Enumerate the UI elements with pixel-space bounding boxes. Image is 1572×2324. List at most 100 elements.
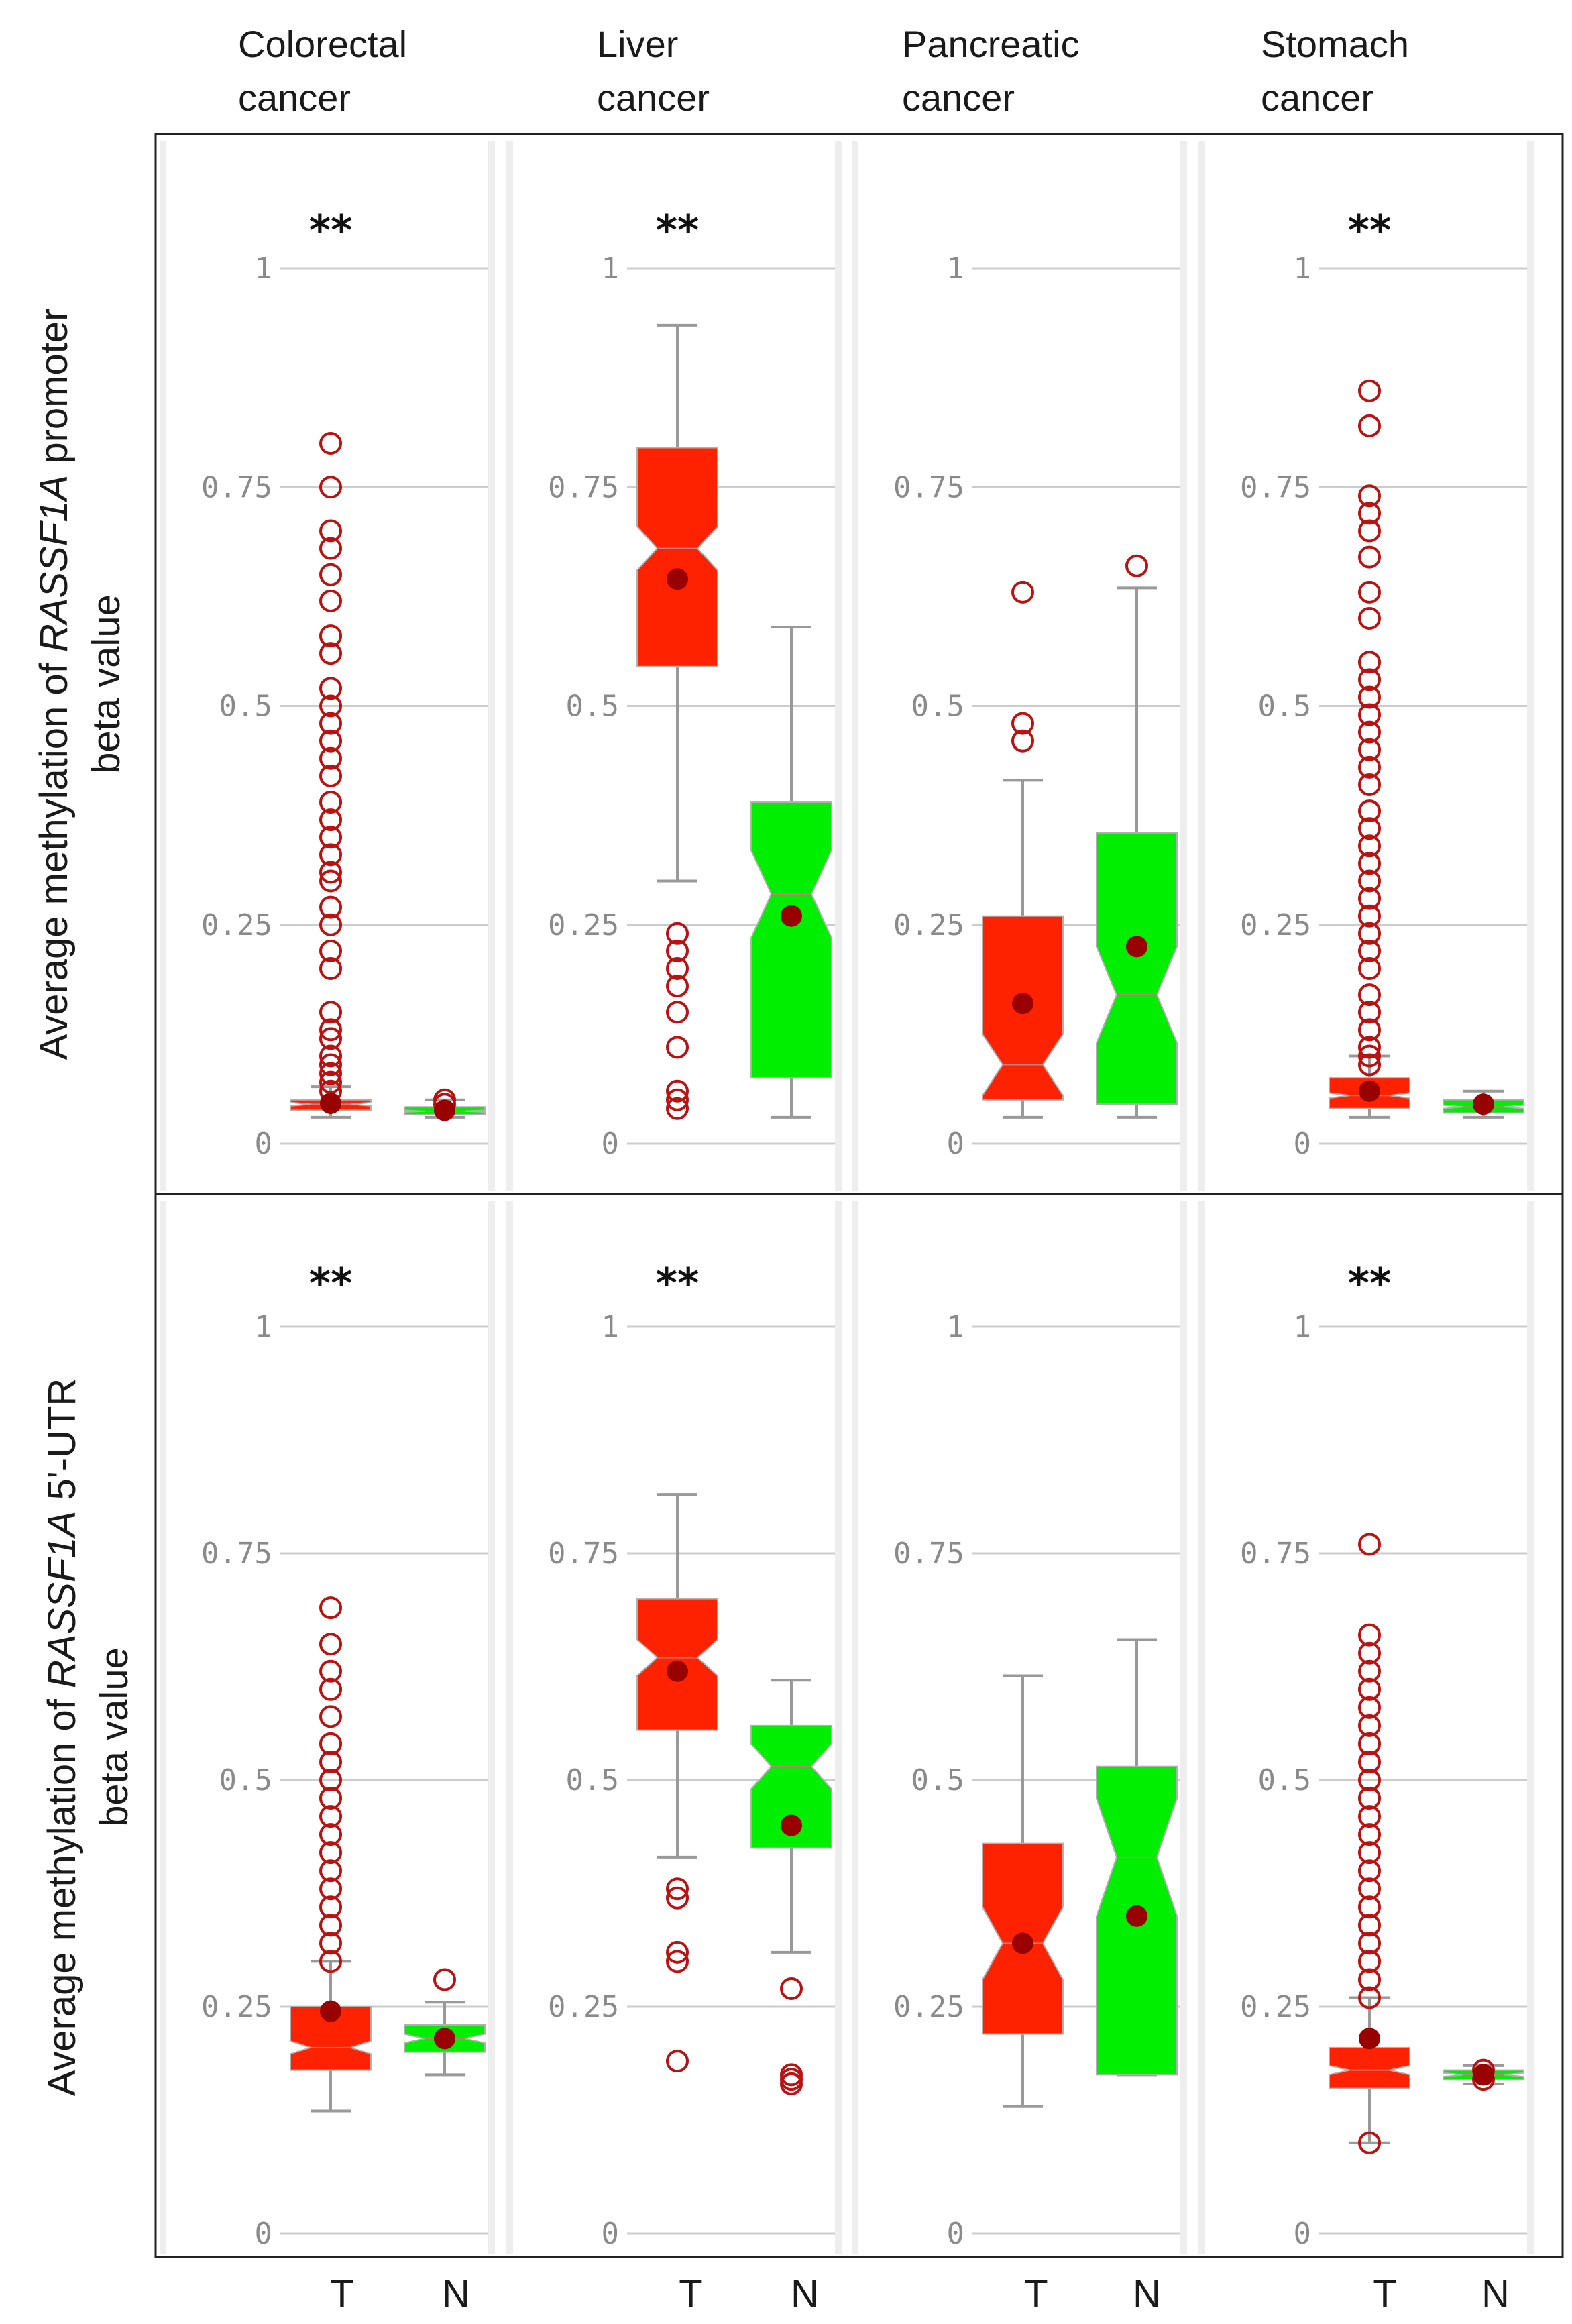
mean-point [1359, 1080, 1380, 1102]
panel-r1-c4: 0 0.25 0.5 0.75 1 ** [1198, 141, 1534, 1191]
outlier-point [1358, 720, 1381, 744]
y-tick-label: 0 [602, 1127, 620, 1161]
y-tick-label: 1 [947, 252, 965, 286]
mean-point [1359, 2028, 1380, 2050]
outlier-point [1358, 755, 1381, 779]
outlier-point [1358, 1623, 1381, 1647]
outlier-point [319, 869, 342, 893]
mean-point [1012, 1932, 1033, 1954]
outlier-point [1358, 1533, 1381, 1556]
y-tick-label: 0.75 [201, 470, 272, 504]
box-body [636, 447, 718, 667]
outlier-point [319, 642, 342, 665]
outlier-point [1358, 1036, 1381, 1059]
outlier-point [319, 1062, 342, 1085]
y-tick-label: 1 [1294, 252, 1312, 286]
y-tick-label: 0.75 [893, 1537, 964, 1571]
significance-marker: ** [309, 206, 353, 255]
box-n [404, 1968, 486, 2077]
panels: 0 0.25 0.5 0.75 1 ** 0 0.25 0.5 0.75 1 ** 0 0.25 0.5 0.… [160, 141, 1534, 2254]
y-tick-label: 0 [1294, 1127, 1312, 1161]
outlier-point [1358, 685, 1381, 709]
outlier-point [1358, 519, 1381, 543]
outlier-point [1358, 1823, 1381, 1846]
frame-row-2 [154, 1193, 1564, 2258]
outlier-point [319, 563, 342, 586]
outlier-point [1358, 1986, 1381, 2009]
outlier-point [1358, 1932, 1381, 1955]
outlier-point [1358, 799, 1381, 823]
y-tick-label: 1 [1294, 1310, 1312, 1344]
outlier-point [319, 694, 342, 718]
x-tick-t: T [1373, 2272, 1396, 2316]
y-label-gene: RASSF1A [40, 1511, 84, 1688]
outlier-point [319, 1914, 342, 1937]
outlier-point [319, 1053, 342, 1076]
mean-point [320, 1092, 341, 1114]
outlier-point [319, 764, 342, 787]
y-tick-label: 0 [947, 1127, 965, 1161]
y-tick-label: 0.5 [911, 689, 964, 724]
column-title-pancreatic-line2: cancer [902, 76, 1015, 119]
column-title-liver-line2: cancer [597, 76, 710, 119]
outlier-point [319, 913, 342, 936]
y-tick-label: 0.25 [1240, 908, 1311, 942]
panel-r2-c2: 0 0.25 0.5 0.75 1 ** [506, 1201, 842, 2254]
mean-point [781, 905, 802, 927]
outlier-point [1358, 484, 1381, 508]
outlier-point [1358, 502, 1381, 525]
box-t [290, 432, 372, 1119]
column-title-liver: Liver [597, 23, 678, 65]
outlier-point [666, 1877, 689, 1901]
x-tick-n: N [442, 2272, 470, 2316]
outlier-point [1358, 834, 1381, 858]
mean-point [434, 1099, 455, 1121]
y-tick-label: 0.25 [548, 908, 619, 942]
outlier-point [1011, 580, 1034, 604]
box-t [636, 1493, 718, 2073]
outlier-point [1358, 904, 1381, 928]
outlier-point [319, 1787, 342, 1810]
panel-r1-c2: 0 0.25 0.5 0.75 1 ** [506, 141, 842, 1191]
outlier-point [1358, 2131, 1381, 2154]
y-tick-label: 0.75 [1240, 1537, 1311, 1571]
outlier-point [319, 1633, 342, 1656]
outlier-point [319, 729, 342, 753]
panel-r2-c4: 0 0.25 0.5 0.75 1 ** [1198, 1201, 1534, 2254]
y-tick-label: 0.25 [201, 908, 272, 942]
outlier-point [319, 1932, 342, 1955]
outlier-point [319, 895, 342, 919]
y-tick-label: 1 [602, 1310, 620, 1344]
outlier-point [319, 624, 342, 648]
outlier-point [1358, 852, 1381, 875]
outlier-point [1358, 1805, 1381, 1828]
y-tick-label: 1 [947, 1310, 965, 1344]
mean-point [667, 568, 688, 590]
outlier-point [1358, 1877, 1381, 1901]
outlier-point [666, 1886, 689, 1910]
outlier-point [319, 1769, 342, 1791]
outlier-point [666, 922, 689, 945]
outlier-point [319, 1018, 342, 1042]
outlier-point [319, 476, 342, 499]
outlier-point [319, 746, 342, 770]
outlier-point [319, 843, 342, 867]
outlier-point [319, 589, 342, 612]
mean-point [434, 2028, 455, 2050]
outlier-point [1358, 1677, 1381, 1701]
outlier-point [1011, 712, 1034, 735]
y-tick-label: 0.75 [548, 470, 619, 504]
significance-marker: ** [309, 1259, 353, 1308]
y-tick-label: 0.25 [893, 1990, 964, 2024]
outlier-point [1358, 668, 1381, 691]
panel-r1-c3: 0 0.25 0.5 0.75 1 [852, 141, 1187, 1191]
box-n [750, 1679, 832, 2095]
x-tick-n: N [791, 2272, 819, 2316]
mean-point [1126, 936, 1147, 958]
outlier-point [319, 537, 342, 560]
outlier-point [319, 1841, 342, 1865]
mean-point [667, 1660, 688, 1682]
outlier-point [1358, 1769, 1381, 1791]
outlier-point [1358, 1968, 1381, 1991]
